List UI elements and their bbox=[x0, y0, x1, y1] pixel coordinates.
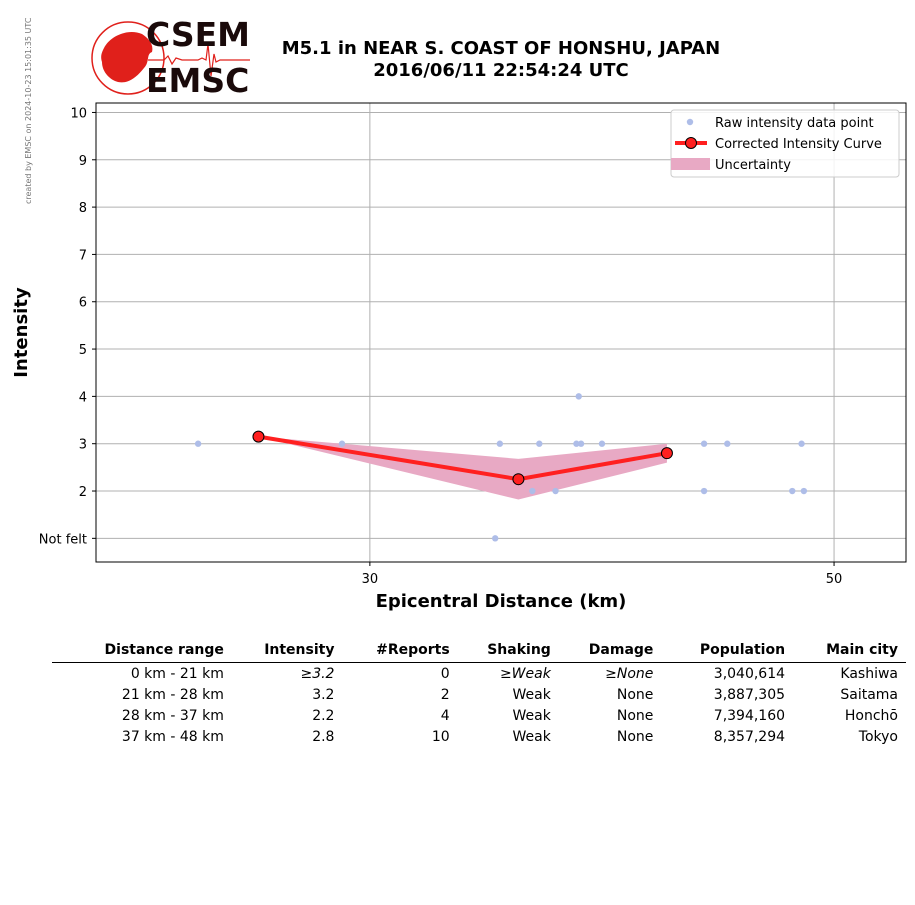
table-header-cell: Damage bbox=[558, 640, 662, 663]
table-header-cell: Population bbox=[661, 640, 794, 663]
table-cell: None bbox=[616, 687, 654, 703]
raw-data-point bbox=[724, 440, 731, 447]
table-header-cell: Shaking bbox=[457, 640, 559, 663]
table-body: 0 km - 21 km ≥3.2 0 ≥Weak ≥None 3,040,614 Kash… bbox=[52, 663, 906, 748]
y-tick-label: 3 bbox=[79, 438, 87, 453]
table-cell: 8,357,294 bbox=[713, 729, 786, 745]
table-cell: 10 bbox=[431, 729, 450, 745]
table-row: 37 km - 48 km 2.8 10 Weak None 8,357,294 Tokyo bbox=[52, 726, 906, 747]
raw-data-point bbox=[552, 487, 559, 495]
y-tick-label: Not felt bbox=[39, 532, 87, 547]
chart-title-line-2: 2016/06/11 22:54:24 UTC bbox=[373, 60, 629, 81]
legend-label: Uncertainty bbox=[715, 158, 791, 173]
legend-box bbox=[670, 109, 900, 178]
table-cell: 0 bbox=[440, 666, 450, 682]
table-cell: Weak bbox=[512, 729, 551, 745]
x-tick-label: 30 bbox=[362, 572, 379, 587]
y-tick-label: 4 bbox=[79, 390, 87, 405]
intensity-summary-table: Distance range Intensity #Reports Shaking Da… bbox=[52, 640, 906, 747]
table-header-cell: Intensity bbox=[231, 640, 343, 663]
table-cell: Tokyo bbox=[858, 729, 898, 745]
y-axis-label: Intensity bbox=[11, 287, 32, 378]
y-tick-label: 7 bbox=[79, 248, 87, 263]
raw-data-point bbox=[573, 440, 580, 447]
table-cell: 3,040,614 bbox=[713, 666, 786, 682]
table-cell: 0 km - 21 km bbox=[130, 666, 224, 682]
table-cell: None bbox=[616, 729, 654, 745]
x-axis-label: Epicentral Distance (km) bbox=[376, 591, 627, 612]
plot-frame bbox=[95, 102, 907, 563]
x-tick-label: 50 bbox=[826, 572, 843, 587]
table-cell: ≥3.2 bbox=[300, 666, 335, 682]
table-cell: 37 km - 48 km bbox=[121, 729, 224, 745]
raw-data-point bbox=[536, 440, 543, 447]
intensity-distance-chart: Not felt 2 3 4 5 6 7 8 9 10 30 50 Epicentral Distanc… bbox=[11, 102, 907, 612]
logo-globe-outline bbox=[91, 21, 165, 95]
raw-data-point bbox=[575, 393, 582, 400]
table-header-cell: Main city bbox=[793, 640, 906, 663]
table-cell: 21 km - 28 km bbox=[121, 687, 224, 703]
table-cell: ≥Weak bbox=[499, 666, 551, 682]
chart-title: M5.1 in NEAR S. COAST OF HONSHU, JAPAN 2… bbox=[258, 38, 744, 82]
table-row: 21 km - 28 km 3.2 2 Weak None 3,887,305 Saitam… bbox=[52, 684, 906, 705]
table-cell: Weak bbox=[512, 687, 551, 703]
raw-data-point bbox=[496, 440, 504, 447]
raw-data-point bbox=[700, 440, 708, 447]
y-tick-label: 8 bbox=[79, 201, 87, 216]
corrected-intensity-marker bbox=[252, 430, 265, 443]
y-tick-label: 6 bbox=[79, 296, 87, 311]
y-tick-label: 5 bbox=[79, 343, 87, 358]
raw-data-point bbox=[598, 440, 606, 447]
y-tick-label: 9 bbox=[79, 154, 87, 169]
table-cell: 2 bbox=[440, 687, 450, 703]
corrected-intensity-marker bbox=[660, 447, 673, 460]
table-row: 28 km - 37 km 2.2 4 Weak None 7,394,160 Honchō bbox=[52, 705, 906, 726]
table-cell: 3.2 bbox=[312, 687, 335, 703]
table-cell: 7,394,160 bbox=[713, 708, 786, 724]
logo-seismogram-trace bbox=[148, 43, 250, 77]
y-tick-label: 10 bbox=[70, 106, 87, 121]
table-cell: None bbox=[616, 708, 654, 724]
table-cell: 2.8 bbox=[312, 729, 335, 745]
chart-title-line-1: M5.1 in NEAR S. COAST OF HONSHU, JAPAN bbox=[281, 38, 721, 59]
table-header-cell: #Reports bbox=[342, 640, 458, 663]
raw-data-point bbox=[800, 487, 808, 495]
table-row: 0 km - 21 km ≥3.2 0 ≥Weak ≥None 3,040,614 Kash… bbox=[52, 663, 906, 685]
emsc-logo-graphic: CSEM EMSC bbox=[91, 15, 250, 100]
legend-curve-marker bbox=[685, 137, 697, 149]
raw-data-point bbox=[491, 535, 499, 542]
raw-data-point bbox=[529, 487, 536, 495]
table-cell: 2.2 bbox=[312, 708, 335, 724]
table-header-cell: Distance range bbox=[52, 640, 232, 663]
table-cell: Saitama bbox=[840, 687, 898, 703]
logo-text-emsc: EMSC bbox=[146, 61, 249, 98]
y-tick-label: 2 bbox=[79, 485, 87, 500]
legend-label: Raw intensity data point bbox=[715, 116, 874, 131]
table-cell: Honchō bbox=[844, 708, 898, 724]
table-header-row: Distance range Intensity #Reports Shaking Da… bbox=[52, 640, 906, 663]
raw-data-point bbox=[194, 440, 202, 447]
table-cell: ≥None bbox=[605, 666, 654, 682]
table-cell: Kashiwa bbox=[840, 666, 898, 682]
legend-label: Corrected Intensity Curve bbox=[715, 137, 882, 152]
logo-text-csem: CSEM bbox=[146, 18, 250, 54]
corrected-intensity-marker bbox=[512, 473, 525, 486]
emsc-logo: CSEM EMSC bbox=[88, 15, 254, 100]
raw-data-point bbox=[577, 440, 585, 447]
table-cell: 3,887,305 bbox=[713, 687, 786, 703]
table-cell: 4 bbox=[440, 708, 450, 724]
legend-uncertainty-swatch bbox=[671, 158, 710, 170]
legend-raw-point-swatch bbox=[686, 118, 694, 126]
logo-continents bbox=[101, 31, 153, 83]
raw-data-point bbox=[338, 440, 346, 447]
table-cell: Weak bbox=[512, 708, 551, 724]
raw-data-point bbox=[700, 487, 708, 495]
raw-data-point bbox=[798, 440, 805, 447]
raw-data-point bbox=[789, 487, 796, 495]
table-cell: 28 km - 37 km bbox=[121, 708, 224, 724]
